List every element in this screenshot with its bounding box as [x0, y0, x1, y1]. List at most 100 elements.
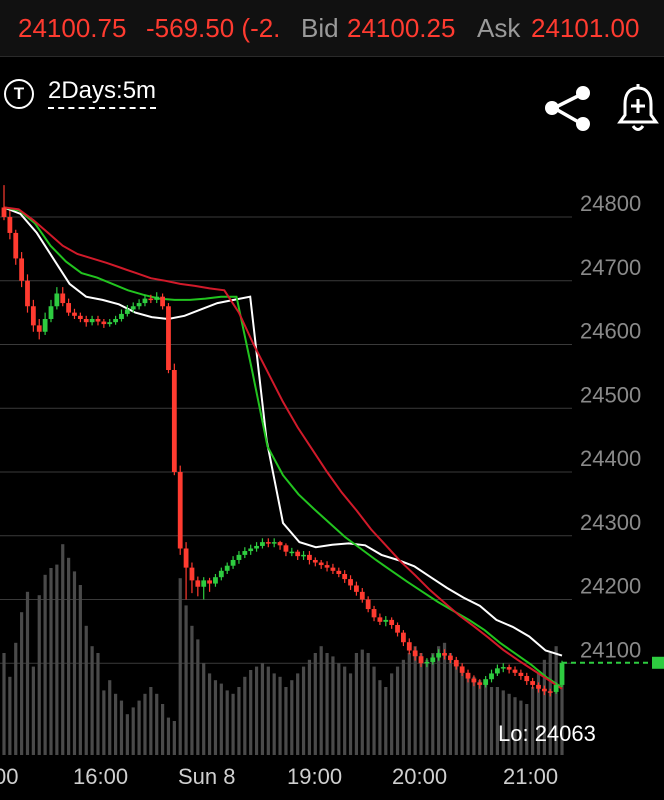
candle-body [42, 319, 48, 332]
candle-body [248, 548, 254, 552]
volume-bar [55, 564, 59, 755]
interval-selector[interactable]: 2Days:5m [48, 78, 157, 109]
volume-bar [548, 653, 552, 755]
candle-body [395, 625, 400, 633]
volume-bar [184, 605, 188, 755]
volume-bar [67, 557, 71, 755]
volume-bar [407, 653, 411, 755]
candle-body [213, 577, 218, 584]
volume-bar [319, 646, 323, 755]
y-tick-label-0: 24800 [580, 191, 641, 216]
candle-body [130, 306, 136, 310]
volume-bar [366, 653, 370, 755]
candle-body [307, 554, 312, 560]
volume-bar [207, 673, 212, 755]
volume-bar [231, 693, 235, 755]
volume-bar [284, 687, 288, 755]
candle-body [301, 554, 306, 557]
candle-body [89, 319, 95, 323]
volume-bar [43, 574, 47, 755]
volume-bar [337, 663, 341, 755]
candle-body [359, 591, 365, 600]
ask-price: 24101.00 [531, 13, 640, 43]
candle-body [30, 306, 36, 326]
candle-body [506, 667, 512, 670]
bid-price: 24100.25 [347, 13, 456, 43]
volume-bar [507, 693, 511, 755]
volume-bar [172, 721, 176, 755]
candle-body [195, 580, 201, 587]
grid-lines [0, 216, 572, 664]
volume-bar [536, 673, 541, 755]
candle-body [541, 688, 547, 692]
volume-bar [90, 646, 94, 755]
candle-body [72, 312, 77, 316]
volume-bar [196, 639, 200, 755]
candle-body [113, 319, 118, 323]
volume-bar [160, 704, 165, 755]
volume-bar [78, 585, 82, 755]
candle-body [459, 666, 465, 673]
candle-body [318, 562, 324, 566]
quote-bar: 24100.75 -569.50 (-2. Bid 24100.25 Ask 2… [0, 0, 664, 57]
volume-bar [143, 693, 147, 755]
last-price-marker [652, 656, 664, 669]
candle-body [236, 554, 242, 560]
candle-body [242, 551, 248, 555]
ma_mid-line [3, 206, 563, 689]
volume-bar [2, 653, 6, 755]
candle-body [148, 298, 154, 301]
volume-bar [72, 571, 77, 755]
volume-bar [395, 666, 400, 755]
volume-bar [131, 707, 135, 755]
volume-bar [384, 687, 388, 755]
bell-plus-icon[interactable] [616, 82, 660, 134]
volume-bar [307, 659, 312, 755]
candle-body [377, 617, 383, 622]
volume-bar [20, 612, 24, 755]
candle-body [342, 574, 348, 580]
candle-body [107, 322, 113, 325]
volume-bar [437, 646, 441, 755]
volume-bar [137, 700, 141, 755]
volume-bar [401, 659, 406, 755]
volume-bar [119, 700, 124, 755]
volume-bar [149, 687, 153, 755]
candle-body [559, 662, 565, 685]
volume-bar [178, 578, 182, 755]
volume-bar [331, 656, 335, 755]
volume-bar [243, 676, 247, 755]
candle-body [477, 682, 483, 685]
volume-bar [31, 666, 35, 755]
ma_slow-line [3, 206, 563, 690]
x-tick-label-4: 20:00 [392, 764, 447, 789]
candle-body [518, 672, 524, 676]
candle-body [500, 667, 506, 669]
volume-bar [478, 680, 482, 755]
candle-body [277, 542, 283, 546]
candle-body [36, 325, 42, 332]
volume-bar [166, 717, 171, 755]
volume-bar [343, 666, 347, 755]
volume-bar [254, 666, 259, 755]
volume-bar [348, 673, 353, 755]
chart-type-icon[interactable]: T [4, 79, 34, 109]
candle-body [430, 657, 436, 662]
price-chart[interactable]: 24800 24700 24600 24500 24400 24300 24200 24100… [0, 140, 664, 800]
volume-bar [301, 666, 306, 755]
candle-body [471, 678, 477, 683]
candle-body [547, 691, 553, 693]
volume-bar [219, 683, 223, 755]
candle-body [453, 660, 459, 667]
volume-bar [431, 653, 435, 755]
y-tick-label-6: 24200 [580, 574, 641, 599]
candle-body [336, 570, 342, 574]
candle-body [124, 309, 130, 314]
candle-body [289, 551, 295, 554]
candle-body [330, 567, 336, 571]
candle-body [465, 672, 471, 679]
volume-bar [290, 680, 294, 755]
candle-body [230, 559, 236, 566]
share-icon[interactable] [540, 84, 596, 132]
candle-body [365, 599, 371, 610]
